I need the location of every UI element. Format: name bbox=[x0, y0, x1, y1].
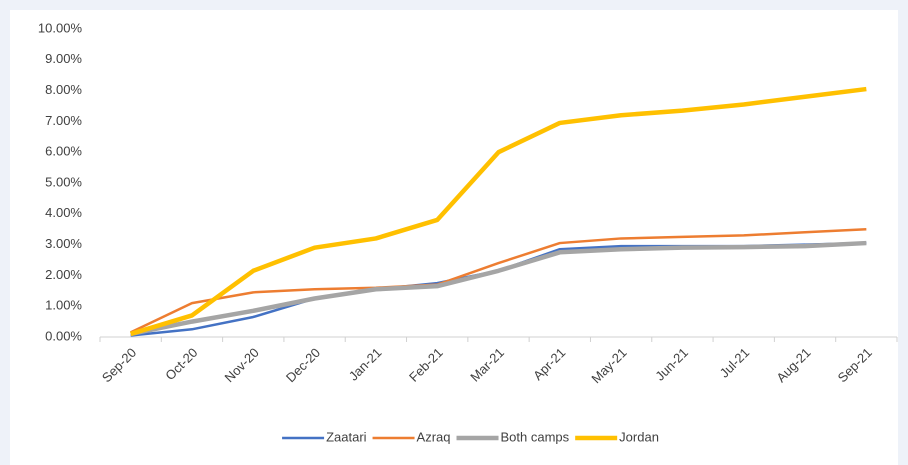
legend-item: Zaatari bbox=[282, 429, 367, 444]
legend-item: Azraq bbox=[372, 429, 451, 444]
y-tick-label: 1.00% bbox=[45, 298, 82, 313]
legend-label: Jordan bbox=[619, 429, 659, 444]
y-tick-label: 6.00% bbox=[45, 144, 82, 159]
y-tick-label: 8.00% bbox=[45, 82, 82, 97]
legend-label: Both camps bbox=[501, 429, 570, 444]
y-tick-label: 4.00% bbox=[45, 205, 82, 220]
legend-item: Jordan bbox=[575, 429, 659, 444]
legend-label: Azraq bbox=[417, 429, 451, 444]
y-tick-label: 9.00% bbox=[45, 51, 82, 66]
y-tick-label: 3.00% bbox=[45, 236, 82, 251]
y-tick-label: 7.00% bbox=[45, 113, 82, 128]
series-line bbox=[130, 227, 867, 334]
legend-item: Both camps bbox=[456, 429, 570, 444]
y-tick-label: 2.00% bbox=[45, 267, 82, 282]
legend-label: Zaatari bbox=[326, 429, 367, 444]
series-line bbox=[130, 240, 867, 337]
series-line bbox=[130, 86, 867, 337]
y-tick-label: 5.00% bbox=[45, 174, 82, 189]
chart-area bbox=[10, 10, 898, 465]
y-tick-label: 0.00% bbox=[45, 328, 82, 343]
y-tick-label: 10.00% bbox=[38, 20, 83, 35]
